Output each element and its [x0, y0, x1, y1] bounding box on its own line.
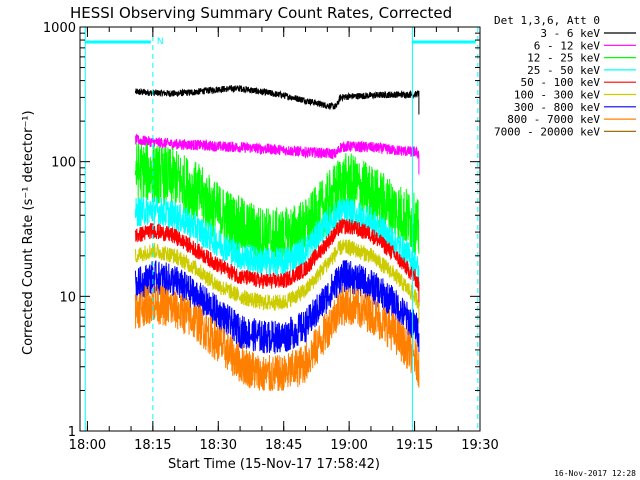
series-line-0 [134, 85, 420, 115]
y-axis: 1 10 100 1000 [43, 21, 480, 440]
series-line-1 [134, 133, 420, 175]
x-tick-label: 18:15 [134, 438, 171, 453]
legend-label: 3 - 6 keV [540, 27, 600, 40]
series-line-3 [134, 196, 420, 294]
y-tick-label: 100 [51, 156, 76, 171]
chart-title: HESSI Observing Summary Count Rates, Cor… [70, 4, 452, 22]
footer-date: 16-Nov-2017 12:28 [554, 469, 636, 478]
legend-label: 100 - 300 keV [514, 89, 600, 102]
legend-title: Det 1,3,6, Att 0 [494, 14, 600, 27]
series-layer [134, 85, 420, 391]
x-tick-label: 19:15 [396, 438, 433, 453]
legend-label: 6 - 12 keV [534, 39, 601, 52]
y-tick-label: 10 [59, 290, 76, 305]
plot-frame [79, 26, 481, 432]
legend-label: 800 - 7000 keV [507, 113, 600, 126]
x-axis: 18:00 18:15 18:30 18:45 19:00 19:15 19:30 [69, 27, 499, 453]
y-axis-label: Corrected Count Rate (s⁻¹ detector⁻¹) [21, 110, 36, 355]
night-marker-label: N [157, 37, 164, 47]
legend-label: 7000 - 20000 keV [494, 125, 600, 138]
x-tick-label: 19:00 [330, 438, 367, 453]
x-tick-label: 19:30 [461, 438, 498, 453]
plot-area: N 1 10 100 1000 18:00 18:15 18:30 18:45 19:00 19… [43, 21, 499, 453]
x-tick-label: 18:30 [200, 438, 237, 453]
y-tick-label: 1000 [43, 21, 76, 36]
legend-label: 25 - 50 keV [527, 64, 600, 77]
series-line-7 [134, 284, 420, 391]
series-line-5 [134, 238, 420, 324]
y-tick-label: 1 [68, 425, 76, 440]
series-line-2 [134, 142, 420, 267]
series-line-4 [134, 218, 420, 307]
legend-label: 300 - 800 keV [514, 101, 600, 114]
x-axis-label: Start Time (15-Nov-17 17:58:42) [168, 457, 380, 472]
legend-label: 12 - 25 keV [527, 52, 600, 65]
series-line-6 [134, 259, 420, 354]
marker-layer: N [84, 27, 479, 431]
x-tick-label: 18:45 [265, 438, 302, 453]
legend-label: 50 - 100 keV [521, 76, 601, 89]
x-tick-label: 18:00 [69, 438, 106, 453]
